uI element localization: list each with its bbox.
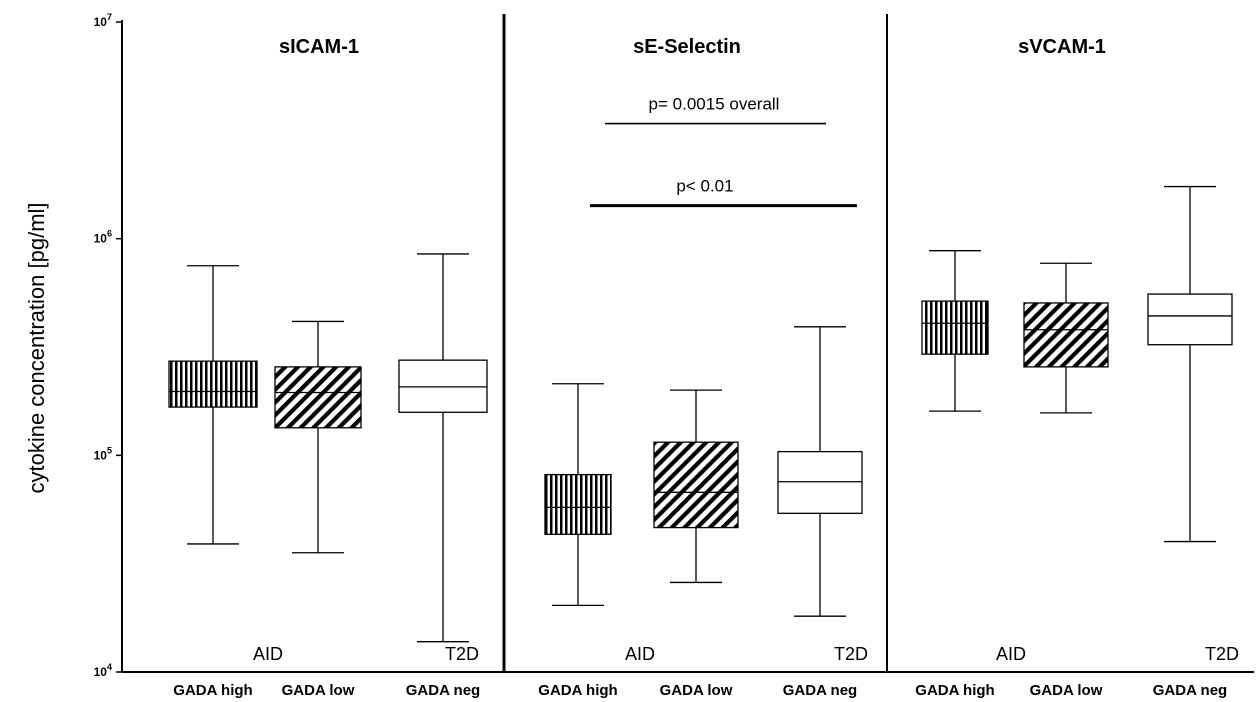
- category-label: GADA neg: [1153, 682, 1227, 699]
- y-tick-exponent: 6: [107, 229, 112, 239]
- interquartile-box: [398, 359, 488, 413]
- plot-frame: [121, 14, 1254, 673]
- interquartile-box: [921, 300, 989, 355]
- y-tick-exponent: 4: [107, 662, 112, 672]
- panel: sICAM-1 GADA high GADA low GADA neg AID T2D: [168, 36, 488, 699]
- panel-title: sICAM-1: [279, 36, 359, 58]
- category-label: GADA low: [660, 682, 733, 699]
- y-tick-base: 10: [94, 448, 108, 462]
- panel: sVCAM-1 GADA high GADA low GADA neg AID T2D: [915, 36, 1239, 699]
- group-label: T2D: [1205, 644, 1239, 664]
- panel-title: sVCAM-1: [1018, 36, 1106, 58]
- box-plot: [777, 326, 863, 617]
- interquartile-box: [1023, 302, 1109, 368]
- box-plot: [653, 389, 739, 584]
- interquartile-box: [274, 366, 362, 429]
- category-label: GADA low: [282, 682, 355, 699]
- box-plot: [274, 320, 362, 554]
- panel: sE-Selectin GADA high GADA low GADA neg AID T…: [538, 36, 868, 699]
- box-plot: [398, 253, 488, 643]
- box-plot: [544, 383, 612, 607]
- group-label: AID: [625, 644, 655, 664]
- significance-label: p= 0.0015 overall: [649, 95, 780, 114]
- y-axis-label: cytokine concentration [pg/ml]: [24, 202, 49, 493]
- category-label: GADA high: [173, 682, 252, 699]
- interquartile-box: [653, 441, 739, 529]
- category-label: GADA neg: [783, 682, 857, 699]
- category-label: GADA high: [538, 682, 617, 699]
- y-tick-label: 107: [94, 12, 112, 29]
- category-label: GADA low: [1030, 682, 1103, 699]
- y-tick-label: 106: [94, 229, 112, 246]
- interquartile-box: [777, 450, 863, 514]
- y-tick-base: 10: [94, 15, 108, 29]
- group-label: T2D: [834, 644, 868, 664]
- box-plot: [1147, 185, 1233, 543]
- box-plot: [1023, 262, 1109, 414]
- interquartile-box: [168, 360, 258, 408]
- box-plot: [921, 250, 989, 412]
- significance-label: p< 0.01: [676, 177, 733, 196]
- panel-title: sE-Selectin: [633, 36, 741, 58]
- y-tick-base: 10: [94, 232, 108, 246]
- interquartile-box: [544, 473, 612, 535]
- y-tick-label: 104: [94, 662, 112, 679]
- category-label: GADA high: [915, 682, 994, 699]
- interquartile-box: [1147, 293, 1233, 346]
- y-tick-base: 10: [94, 665, 108, 679]
- group-label: T2D: [445, 644, 479, 664]
- y-tick-label: 105: [94, 445, 112, 462]
- box-plot: [168, 265, 258, 545]
- group-label: AID: [996, 644, 1026, 664]
- y-tick-exponent: 7: [107, 12, 112, 22]
- group-label: AID: [253, 644, 283, 664]
- category-label: GADA neg: [406, 682, 480, 699]
- y-tick-exponent: 5: [107, 445, 112, 455]
